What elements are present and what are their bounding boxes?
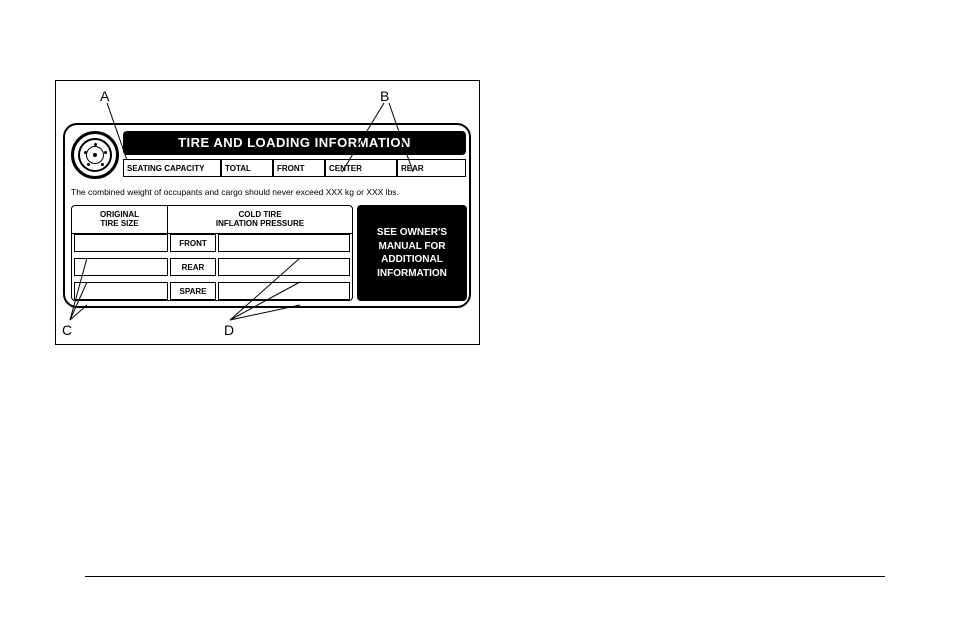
- header-tire-size-l2: TIRE SIZE: [100, 220, 138, 229]
- owners-manual-l3: ADDITIONAL: [381, 253, 443, 267]
- seating-rear: REAR: [397, 159, 466, 177]
- seating-label: SEATING CAPACITY: [123, 159, 221, 177]
- table-row: FRONT: [72, 234, 354, 252]
- callout-c: C: [62, 322, 72, 338]
- table-row: REAR: [72, 258, 354, 276]
- callout-b: B: [380, 88, 389, 104]
- cell-label-rear: REAR: [170, 258, 216, 276]
- cell-size-rear: [74, 258, 168, 276]
- seating-front: FRONT: [273, 159, 325, 177]
- cell-pressure-front: [218, 234, 350, 252]
- cell-pressure-spare: [218, 282, 350, 300]
- table-row: SPARE: [72, 282, 354, 300]
- owners-manual-l2: MANUAL FOR: [378, 240, 445, 254]
- callout-a: A: [100, 88, 109, 104]
- cell-size-spare: [74, 282, 168, 300]
- cell-pressure-rear: [218, 258, 350, 276]
- header-tire-size: ORIGINAL TIRE SIZE: [72, 206, 168, 233]
- tire-loading-placard: TIRE AND LOADING INFORMATION SEATING CAP…: [63, 123, 471, 308]
- header-pressure-l2: INFLATION PRESSURE: [216, 220, 304, 229]
- owners-manual-l4: INFORMATION: [377, 267, 447, 281]
- header-pressure: COLD TIRE INFLATION PRESSURE: [168, 206, 352, 233]
- seating-capacity-row: SEATING CAPACITY TOTAL FRONT CENTER REAR: [123, 159, 466, 177]
- placard-title: TIRE AND LOADING INFORMATION: [123, 131, 466, 155]
- callout-d: D: [224, 322, 234, 338]
- cell-label-front: FRONT: [170, 234, 216, 252]
- page-rule: [85, 576, 885, 577]
- seating-total: TOTAL: [221, 159, 273, 177]
- owners-manual-block: SEE OWNER'S MANUAL FOR ADDITIONAL INFORM…: [357, 205, 467, 301]
- cell-label-spare: SPARE: [170, 282, 216, 300]
- page: A B C D TIRE AND LOADING INFORMATION SEA…: [0, 0, 954, 636]
- owners-manual-l1: SEE OWNER'S: [377, 226, 447, 240]
- tire-table: ORIGINAL TIRE SIZE COLD TIRE INFLATION P…: [71, 205, 353, 301]
- seating-center: CENTER: [325, 159, 397, 177]
- cell-size-front: [74, 234, 168, 252]
- lower-section: ORIGINAL TIRE SIZE COLD TIRE INFLATION P…: [71, 205, 467, 301]
- tire-icon: [71, 131, 119, 179]
- weight-note: The combined weight of occupants and car…: [71, 187, 467, 197]
